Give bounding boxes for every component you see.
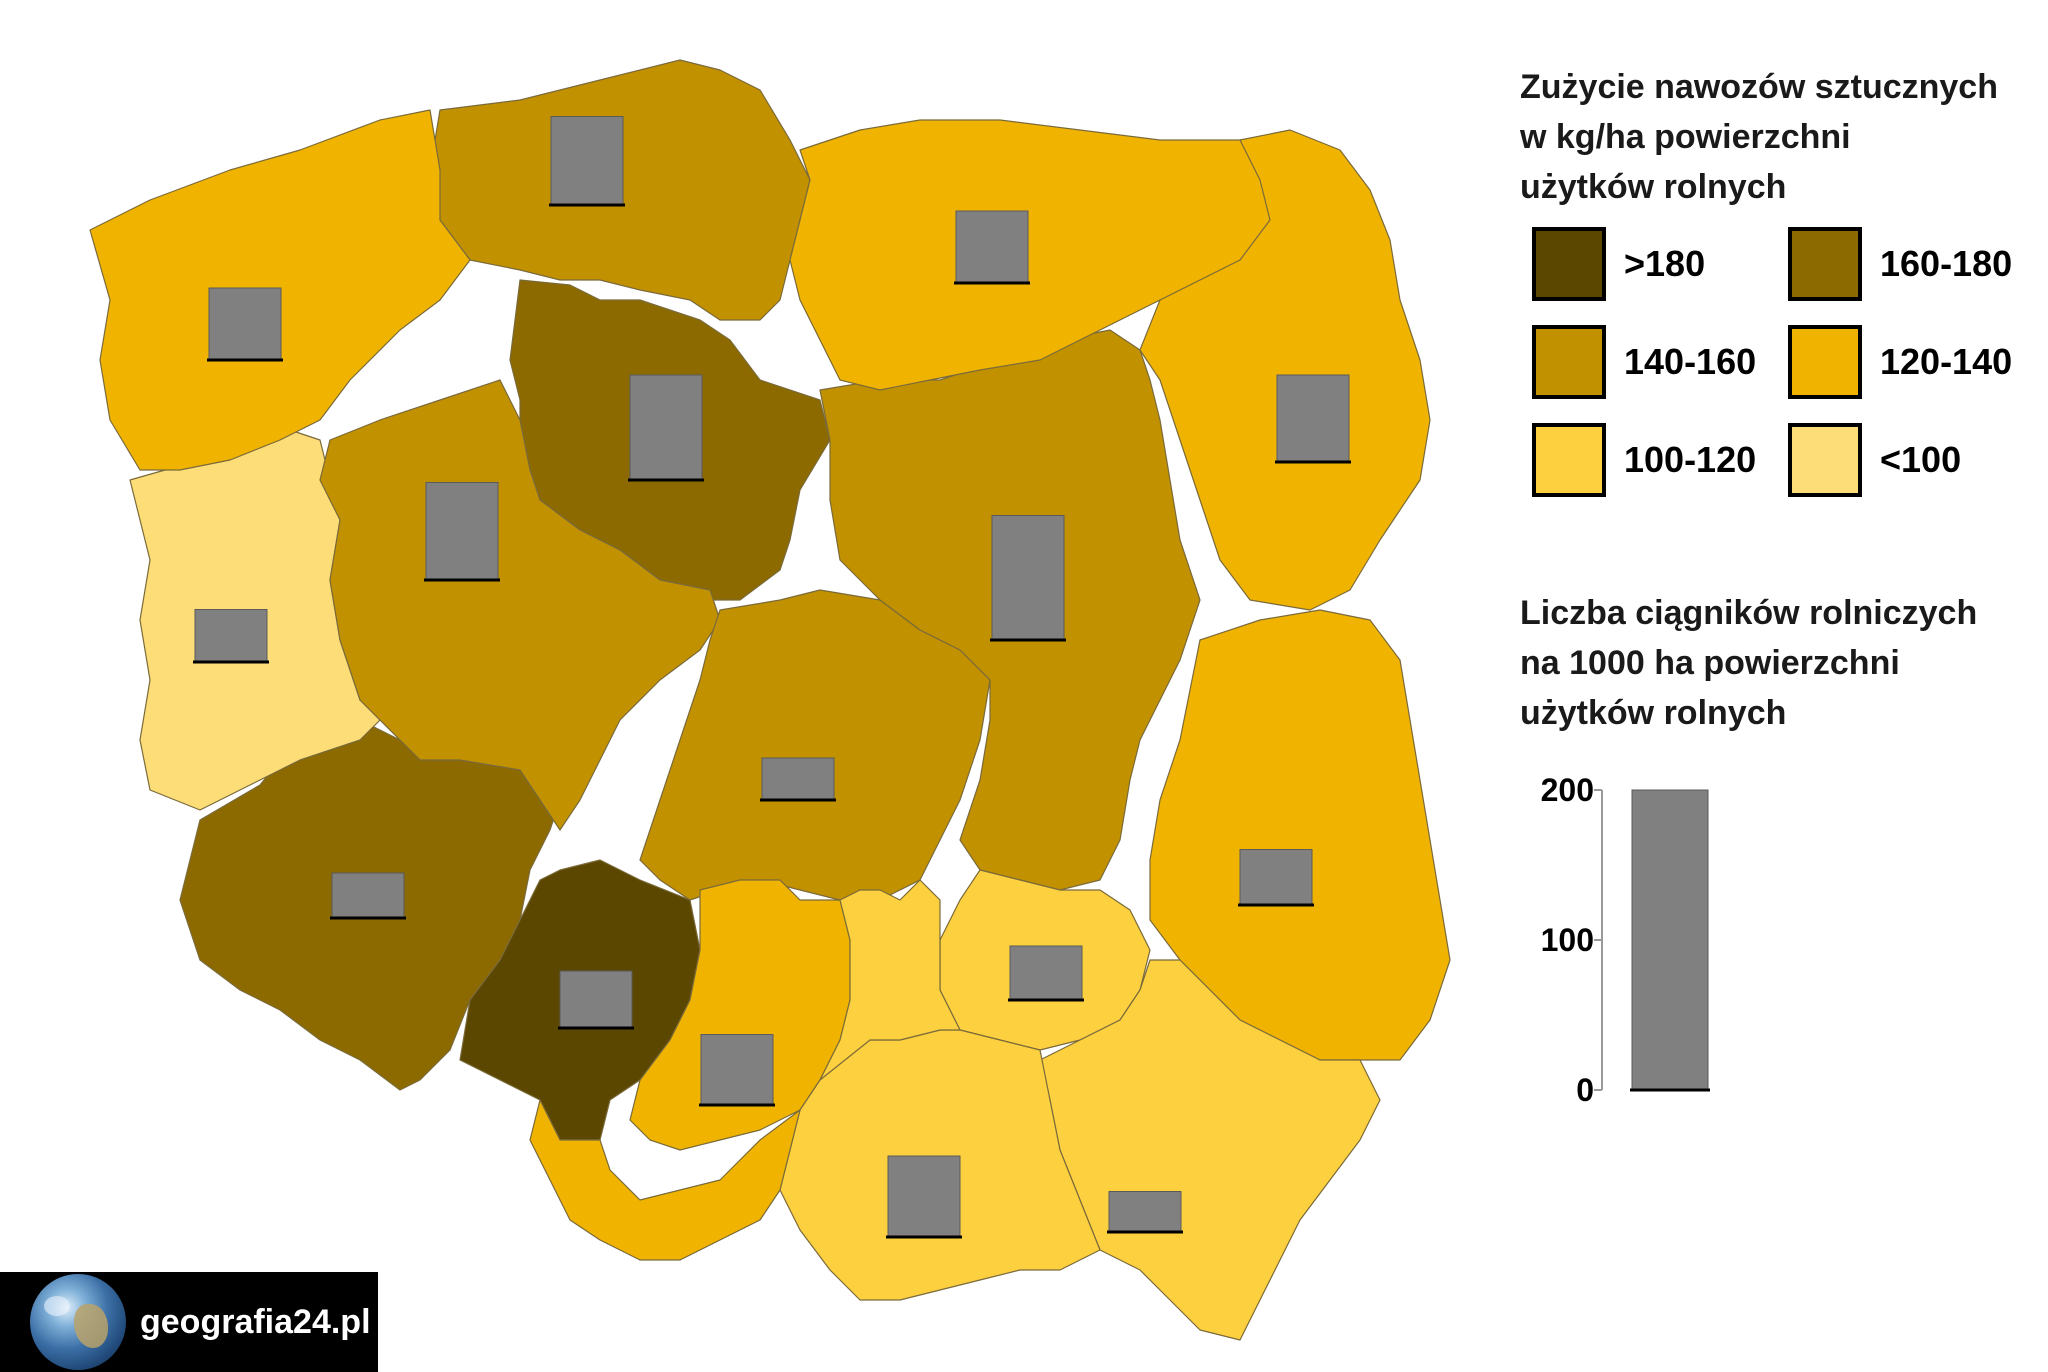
poland-map xyxy=(89,59,1451,1341)
tractor-bar xyxy=(1239,849,1313,906)
legend-label: >180 xyxy=(1624,243,1706,284)
legend-swatch xyxy=(1788,325,1862,399)
legend-item: 160-180 xyxy=(1788,224,2012,304)
tractor-scale: 0 100 200 xyxy=(1520,760,2040,1120)
legend-swatch xyxy=(1788,423,1862,497)
scale-tick-label: 100 xyxy=(1540,922,1594,958)
globe-icon xyxy=(30,1274,126,1370)
legend-label: 160-180 xyxy=(1880,243,2013,284)
legend-label: 100-120 xyxy=(1624,439,1757,480)
region-lubelskie xyxy=(1149,609,1451,1061)
region-wielkopolskie xyxy=(319,379,721,831)
region-slaskie-east xyxy=(529,1099,801,1261)
legend-item: <100 xyxy=(1788,420,1961,500)
tractor-bar xyxy=(1009,945,1083,1001)
tractor-bar xyxy=(194,609,268,663)
scale-reference-bar xyxy=(1631,789,1709,1091)
legend-swatch xyxy=(1532,227,1606,301)
tractor-bar xyxy=(955,210,1029,284)
tractor-bar xyxy=(1108,1191,1182,1233)
tractor-bar xyxy=(208,287,282,361)
legend-label: <100 xyxy=(1880,439,1962,480)
legend-swatch xyxy=(1532,423,1606,497)
tractor-bar xyxy=(991,515,1065,641)
legend-item: >180 xyxy=(1532,224,1705,304)
tractor-bar xyxy=(1276,374,1350,463)
legend-item: 100-120 xyxy=(1532,420,1756,500)
legend-label: 140-160 xyxy=(1624,341,1757,382)
tractor-bar xyxy=(761,757,835,801)
map-svg xyxy=(89,59,1451,1341)
logo-text: geografia24.pl xyxy=(140,1302,371,1341)
legend-label: 120-140 xyxy=(1880,341,2013,382)
region-slaskie xyxy=(629,879,851,1151)
tractor-bar xyxy=(550,116,624,206)
region-opolskie-border xyxy=(819,879,961,1081)
region-warminsko-mazurskie xyxy=(789,119,1271,391)
tractor-bar xyxy=(425,482,499,581)
tractor-legend-title: Liczba ciągników rolniczych na 1000 ha p… xyxy=(1520,594,1978,732)
legend-swatch xyxy=(1788,227,1862,301)
legend-item: 120-140 xyxy=(1788,322,2012,402)
tractor-bar xyxy=(700,1034,774,1106)
tractor-bar xyxy=(559,970,633,1029)
scale-tick-label: 200 xyxy=(1540,772,1594,808)
tractor-bar xyxy=(629,374,703,481)
scale-svg xyxy=(1594,789,1710,1092)
legend-swatch xyxy=(1532,325,1606,399)
tractor-bar xyxy=(331,872,405,919)
site-logo: geografia24.pl xyxy=(0,1272,378,1372)
legend-panel: Zużycie nawozów sztucznych w kg/ha powie… xyxy=(1520,0,2048,1372)
scale-tick-label: 0 xyxy=(1576,1072,1594,1108)
tractor-bar xyxy=(887,1155,961,1238)
legend-item: 140-160 xyxy=(1532,322,1756,402)
fertilizer-legend-title: Zużycie nawozów sztucznych w kg/ha powie… xyxy=(1520,68,1998,206)
